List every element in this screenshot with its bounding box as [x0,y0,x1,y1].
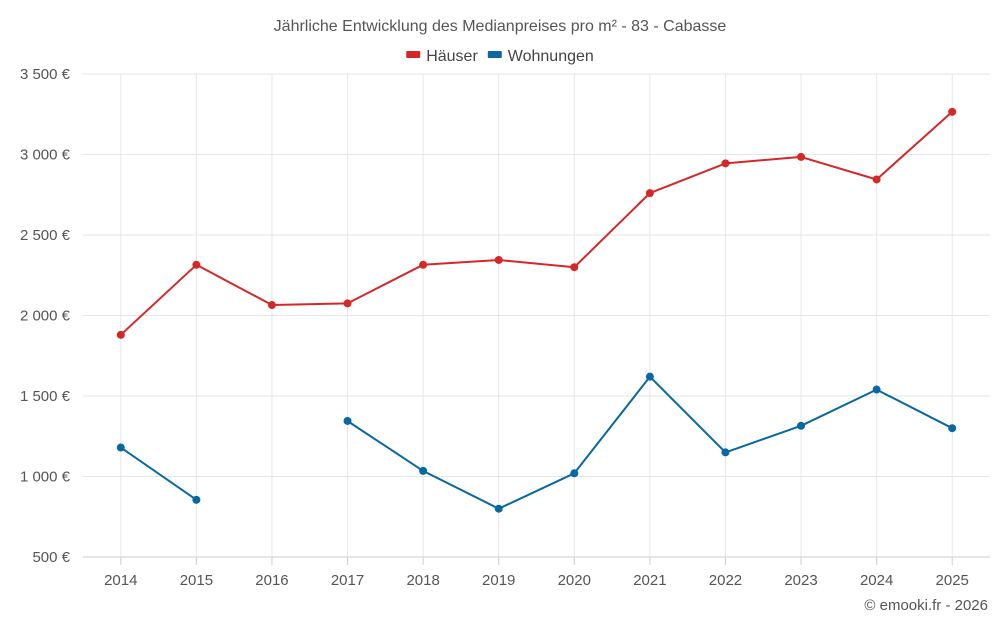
x-tick-label: 2025 [936,572,969,589]
y-tick-label: 3 500 € [20,66,71,83]
legend[interactable]: Häuser Wohnungen [406,48,594,65]
x-tick-label: 2017 [331,572,364,589]
data-point[interactable] [192,495,201,504]
x-tick-label: 2014 [104,572,137,589]
x-tick-label: 2016 [255,572,288,589]
data-point[interactable] [797,152,806,161]
data-point[interactable] [419,466,428,475]
data-point[interactable] [192,260,201,269]
series-0 [116,107,957,339]
y-tick-label: 1 500 € [20,388,71,405]
data-point[interactable] [570,263,579,272]
x-axis: 2014 2015 2016 2017 2018 2019 2020 2021 2022 2023… [104,557,969,589]
legend-label: Wohnungen [508,48,594,65]
x-tick-label: 2023 [784,572,817,589]
y-tick-label: 1 000 € [20,469,71,486]
data-point[interactable] [570,469,579,478]
data-point[interactable] [948,424,957,433]
y-axis: 500 € 1 000 € 1 500 € 2 000 € 2 500 € 3 000 €… [20,66,71,566]
data-point[interactable] [267,301,276,310]
legend-swatch[interactable] [406,51,421,58]
data-point[interactable] [419,260,428,269]
grid [83,73,990,558]
y-tick-label: 500 € [32,549,70,566]
data-point[interactable] [645,189,654,198]
x-tick-label: 2021 [633,572,666,589]
legend-swatch[interactable] [487,51,502,58]
data-point[interactable] [721,448,730,457]
data-point[interactable] [645,372,654,381]
data-point[interactable] [872,385,881,394]
x-tick-label: 2024 [860,572,893,589]
x-tick-label: 2022 [709,572,742,589]
data-point[interactable] [116,443,125,452]
data-point[interactable] [797,421,806,430]
data-point[interactable] [343,416,352,425]
x-tick-label: 2020 [558,572,591,589]
legend-label: Häuser [426,48,478,65]
plot-area [116,107,957,513]
x-tick-label: 2015 [180,572,213,589]
data-point[interactable] [948,107,957,116]
y-tick-label: 3 000 € [20,147,71,164]
data-point[interactable] [721,159,730,168]
y-tick-label: 2 500 € [20,227,71,244]
data-point[interactable] [872,175,881,184]
series-line [120,111,953,336]
copyright-text: © emooki.fr - 2026 [864,597,988,614]
data-point[interactable] [116,330,125,339]
data-point[interactable] [494,255,503,264]
data-point[interactable] [494,504,503,513]
y-tick-label: 2 000 € [20,308,71,325]
x-tick-label: 2018 [406,572,439,589]
data-point[interactable] [343,299,352,308]
x-tick-label: 2019 [482,572,515,589]
chart-title: Jährliche Entwicklung des Medianpreises … [274,18,727,35]
series-1 [116,372,957,513]
